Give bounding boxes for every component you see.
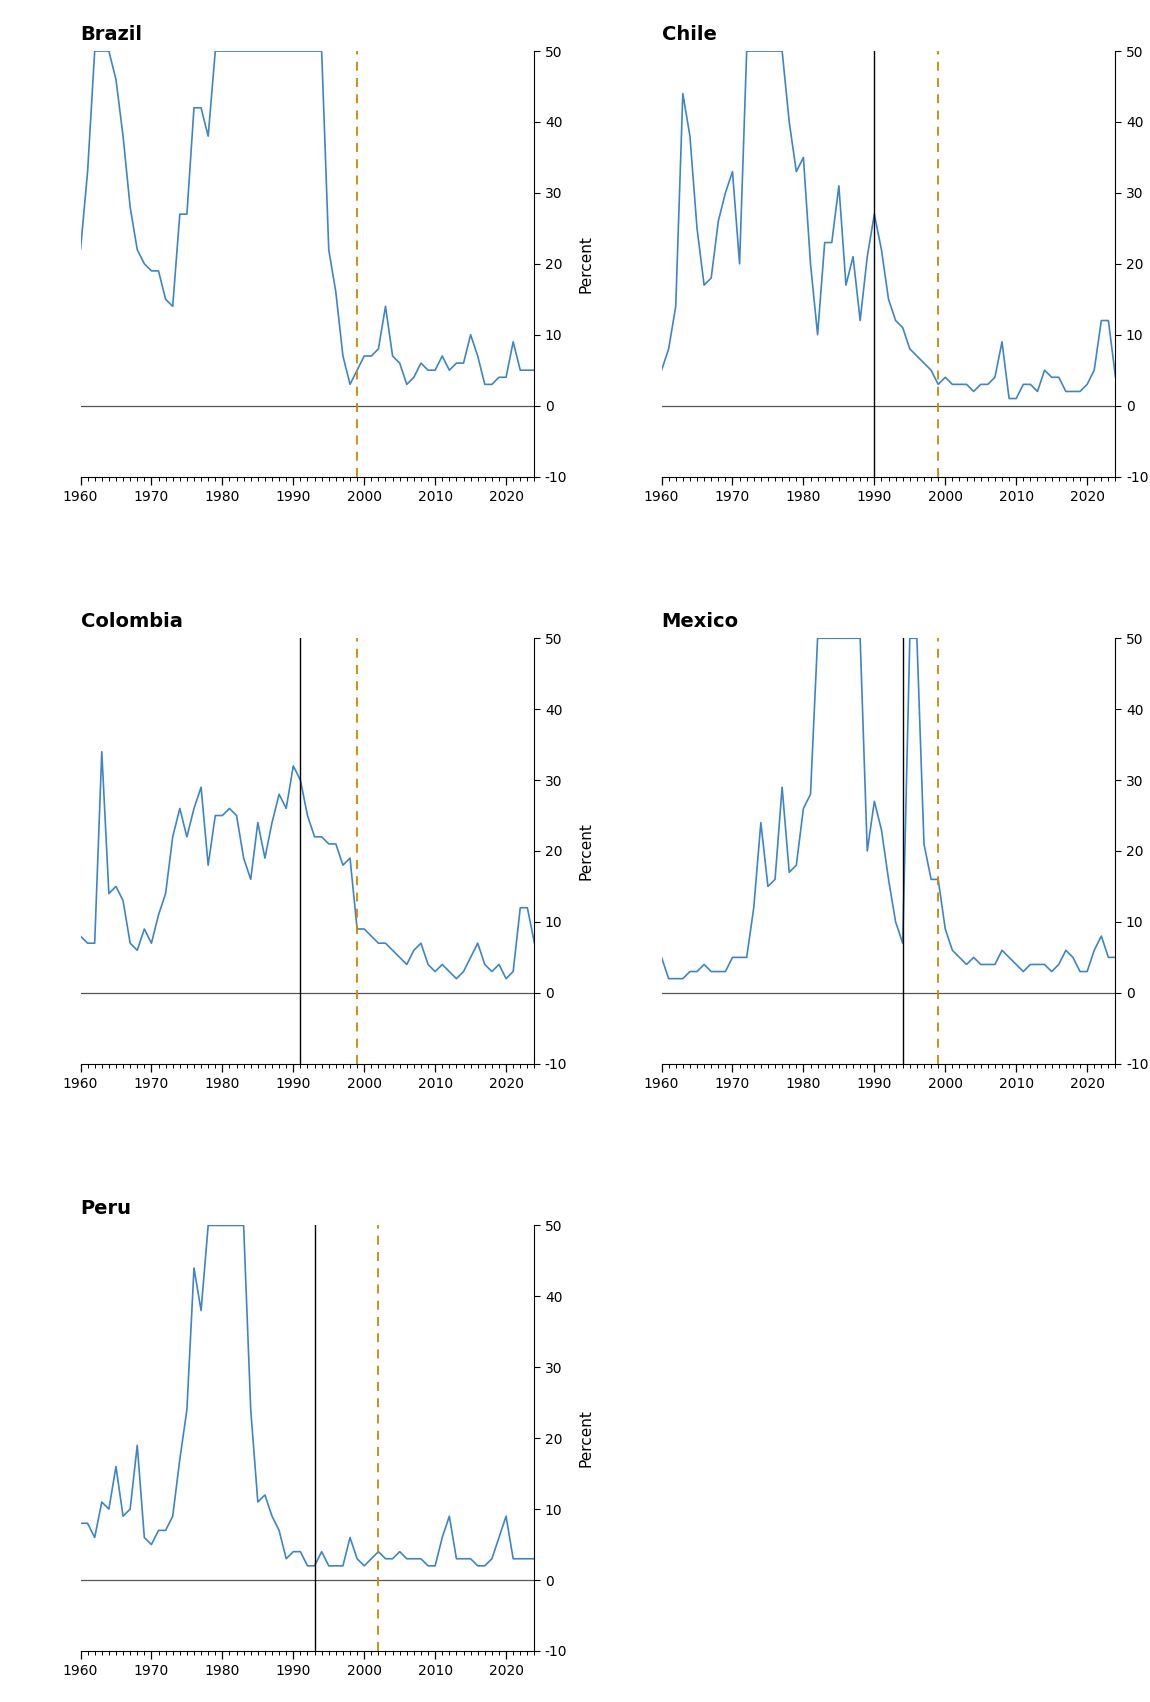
Text: Colombia: Colombia [81, 613, 183, 631]
Text: Peru: Peru [81, 1200, 131, 1219]
Text: Brazil: Brazil [81, 26, 143, 44]
Y-axis label: Percent: Percent [578, 822, 593, 880]
Text: Mexico: Mexico [661, 613, 738, 631]
Y-axis label: Percent: Percent [578, 1409, 593, 1467]
Y-axis label: Percent: Percent [578, 235, 593, 293]
Text: Chile: Chile [661, 26, 716, 44]
